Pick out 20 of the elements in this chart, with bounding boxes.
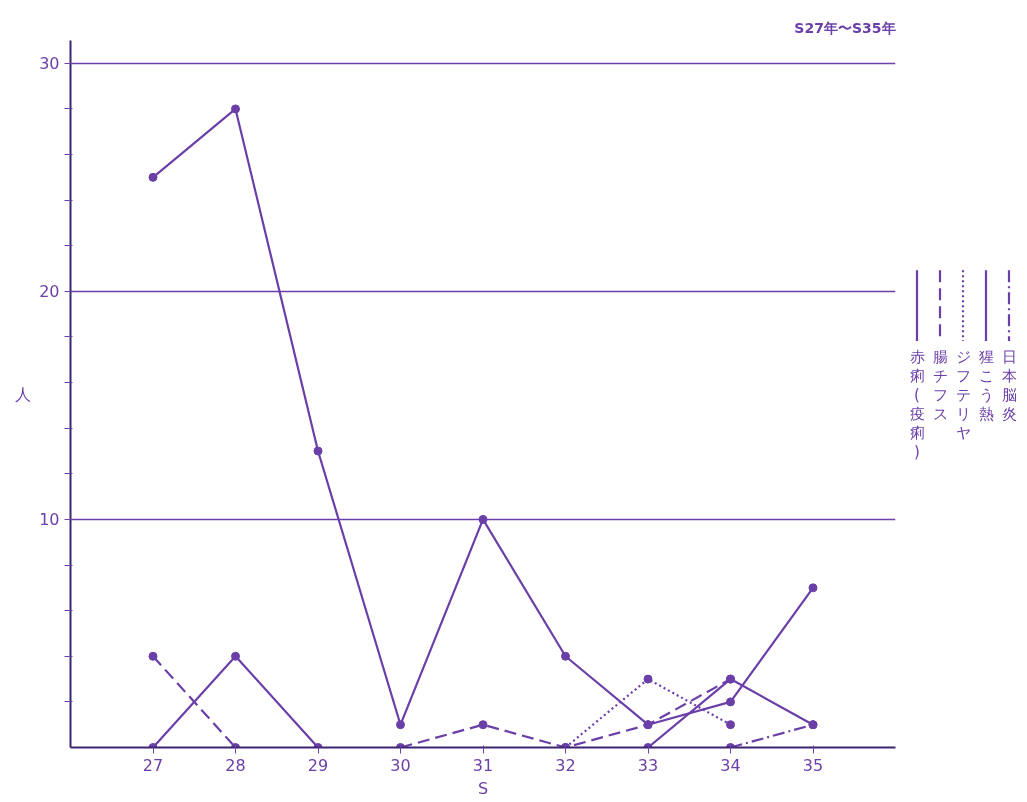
x-tick-label: 35 [802, 755, 824, 775]
x-axis-title: S [477, 778, 489, 798]
x-tick-label: 34 [720, 755, 741, 775]
chart-subtitle: S27年〜S35年 [794, 19, 896, 36]
text: 日本脳炎 [1001, 348, 1017, 423]
x-tick-label: 28 [225, 755, 246, 775]
text: 腸チフス [932, 348, 948, 423]
text: 赤痢(疫痢) [909, 348, 925, 461]
y-axis-title: 人 [15, 384, 32, 404]
text: ジフテリヤ [955, 348, 971, 442]
y-tick-label: 20 [39, 282, 60, 302]
x-tick-label: 32 [555, 755, 576, 775]
y-tick-label: 30 [39, 54, 60, 74]
x-tick-label: 33 [637, 755, 659, 775]
x-tick-label: 29 [307, 755, 329, 775]
x-tick-label: 27 [142, 755, 164, 775]
x-tick-label: 30 [390, 755, 411, 775]
text: 猩こう熱 [978, 348, 994, 423]
x-tick-label: 31 [472, 755, 494, 775]
y-tick-label: 10 [39, 510, 60, 530]
